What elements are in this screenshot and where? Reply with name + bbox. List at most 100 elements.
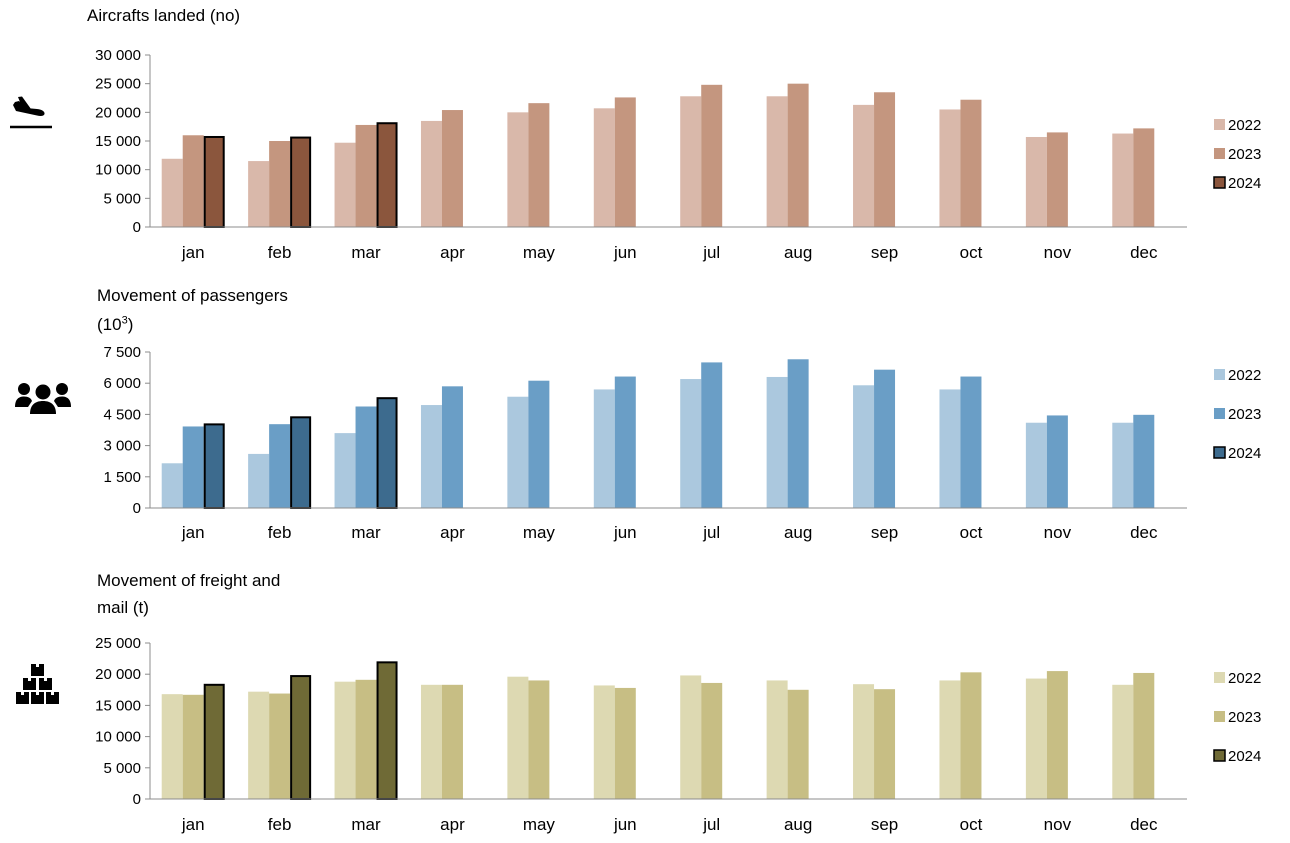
x-tick-label: oct: [960, 243, 983, 262]
bar-2023-may: [528, 103, 550, 227]
x-tick-label: sep: [871, 523, 898, 542]
chart-title: Movement of freight and: [97, 571, 281, 590]
bar-2023-oct: [960, 99, 982, 227]
bar-2024-jan: [203, 683, 225, 800]
bar-2022-jun: [593, 685, 615, 799]
bar-2023-jun: [614, 687, 636, 799]
bar-2023-nov: [1046, 671, 1068, 799]
bar-chart-passengers: 0 1 500 3 000 4 500 6 000 7 500 jan feb mar apr ma…: [103, 344, 1261, 542]
bar-2023-jan: [182, 426, 204, 508]
x-tick-label: nov: [1044, 523, 1072, 542]
bar-2022-mar: [334, 681, 356, 799]
y-tick-label: 5 000: [103, 190, 141, 207]
legend-label: 2024: [1228, 748, 1261, 765]
bar-2023-oct: [960, 376, 982, 508]
bar-2023-jan: [182, 135, 204, 227]
chart-title: Aircrafts landed (no): [87, 6, 241, 25]
legend-label: 2024: [1228, 445, 1261, 462]
bar-2022-feb: [248, 691, 270, 799]
x-tick-label: jul: [702, 243, 720, 262]
x-tick-label: dec: [1130, 523, 1158, 542]
y-tick-label: 5 000: [103, 760, 141, 777]
y-tick-label: 0: [133, 500, 141, 517]
y-tick-label: 15 000: [95, 133, 141, 150]
bar-2022-nov: [1025, 422, 1047, 508]
x-tick-label: nov: [1044, 815, 1072, 834]
bar-2023-nov: [1046, 415, 1068, 508]
bar-2024-feb: [290, 136, 312, 228]
bar-2023-jun: [614, 97, 636, 227]
bar-2022-mar: [334, 433, 356, 508]
x-tick-label: aug: [784, 523, 812, 542]
x-tick-label: jan: [181, 815, 205, 834]
bar-2022-apr: [420, 405, 442, 508]
legend-label: 2023: [1228, 406, 1261, 423]
bar-2022-may: [507, 676, 529, 799]
bar-2023-sep: [874, 369, 896, 508]
bar-2023-mar: [355, 406, 377, 508]
chart-title-unit: mail (t): [97, 598, 149, 617]
chart-panel-passengers: Movement of passengers (103) 0 1 500 3 000…: [0, 280, 1290, 555]
bar-2023-jul: [701, 682, 723, 799]
bar-2023-apr: [441, 110, 463, 227]
x-tick-label: sep: [871, 815, 898, 834]
chart-panel-freight: Movement of freight and mail (t) 0 5 000 1…: [0, 565, 1290, 843]
bar-2024-feb: [290, 675, 312, 800]
x-tick-label: feb: [268, 523, 292, 542]
bar-2022-jan: [161, 158, 183, 227]
legend-swatch-2023: [1214, 148, 1225, 159]
bar-2023-dec: [1133, 672, 1155, 799]
people-group-icon: [15, 383, 71, 414]
bar-2022-feb: [248, 161, 270, 227]
x-tick-label: feb: [268, 243, 292, 262]
bar-2022-nov: [1025, 678, 1047, 799]
bar-2022-jun: [593, 108, 615, 227]
legend-label: 2022: [1228, 670, 1261, 687]
legend-swatch-2024: [1213, 176, 1226, 189]
y-tick-label: 4 500: [103, 406, 141, 423]
chart-title: Movement of passengers: [97, 286, 288, 305]
bar-2023-jun: [614, 376, 636, 508]
legend-swatch-2022: [1214, 119, 1225, 130]
y-tick-label: 10 000: [95, 162, 141, 179]
bar-2022-feb: [248, 453, 270, 508]
y-tick-label: 7 500: [103, 344, 141, 361]
legend-swatch-2024: [1213, 446, 1226, 459]
bar-2022-oct: [939, 109, 961, 227]
x-tick-label: jul: [702, 815, 720, 834]
bar-2022-apr: [420, 684, 442, 799]
bar-2022-jan: [161, 694, 183, 799]
legend-label: 2022: [1228, 117, 1261, 134]
y-tick-label: 25 000: [95, 76, 141, 93]
bar-2023-apr: [441, 684, 463, 799]
x-tick-label: mar: [351, 523, 381, 542]
bar-chart-aircrafts: 0 5 000 10 000 15 000 20 000 25 000 30 000 jan f…: [95, 47, 1261, 262]
bar-2024-feb: [290, 416, 312, 509]
y-tick-label: 30 000: [95, 47, 141, 64]
bar-2023-dec: [1133, 414, 1155, 508]
bar-2023-feb: [269, 693, 291, 799]
bar-2023-oct: [960, 672, 982, 799]
y-tick-label: 10 000: [95, 729, 141, 746]
y-tick-label: 25 000: [95, 635, 141, 652]
bar-2023-nov: [1046, 132, 1068, 227]
bar-2023-sep: [874, 689, 896, 799]
bar-2022-aug: [766, 680, 788, 799]
x-tick-label: jan: [181, 523, 205, 542]
legend-swatch-2022: [1214, 369, 1225, 380]
bar-2024-mar: [376, 661, 398, 801]
legend-label: 2023: [1228, 146, 1261, 163]
x-tick-label: sep: [871, 243, 898, 262]
bar-2024-mar: [376, 397, 398, 509]
bar-2023-mar: [355, 124, 377, 227]
y-tick-label: 20 000: [95, 104, 141, 121]
x-tick-label: apr: [440, 523, 465, 542]
legend-label: 2022: [1228, 367, 1261, 384]
bar-2023-feb: [269, 424, 291, 508]
legend-label: 2024: [1228, 175, 1261, 192]
x-tick-label: jun: [613, 523, 637, 542]
legend-swatch-2023: [1214, 408, 1225, 419]
bar-2022-dec: [1112, 133, 1134, 227]
y-tick-label: 15 000: [95, 697, 141, 714]
x-tick-label: jun: [613, 815, 637, 834]
